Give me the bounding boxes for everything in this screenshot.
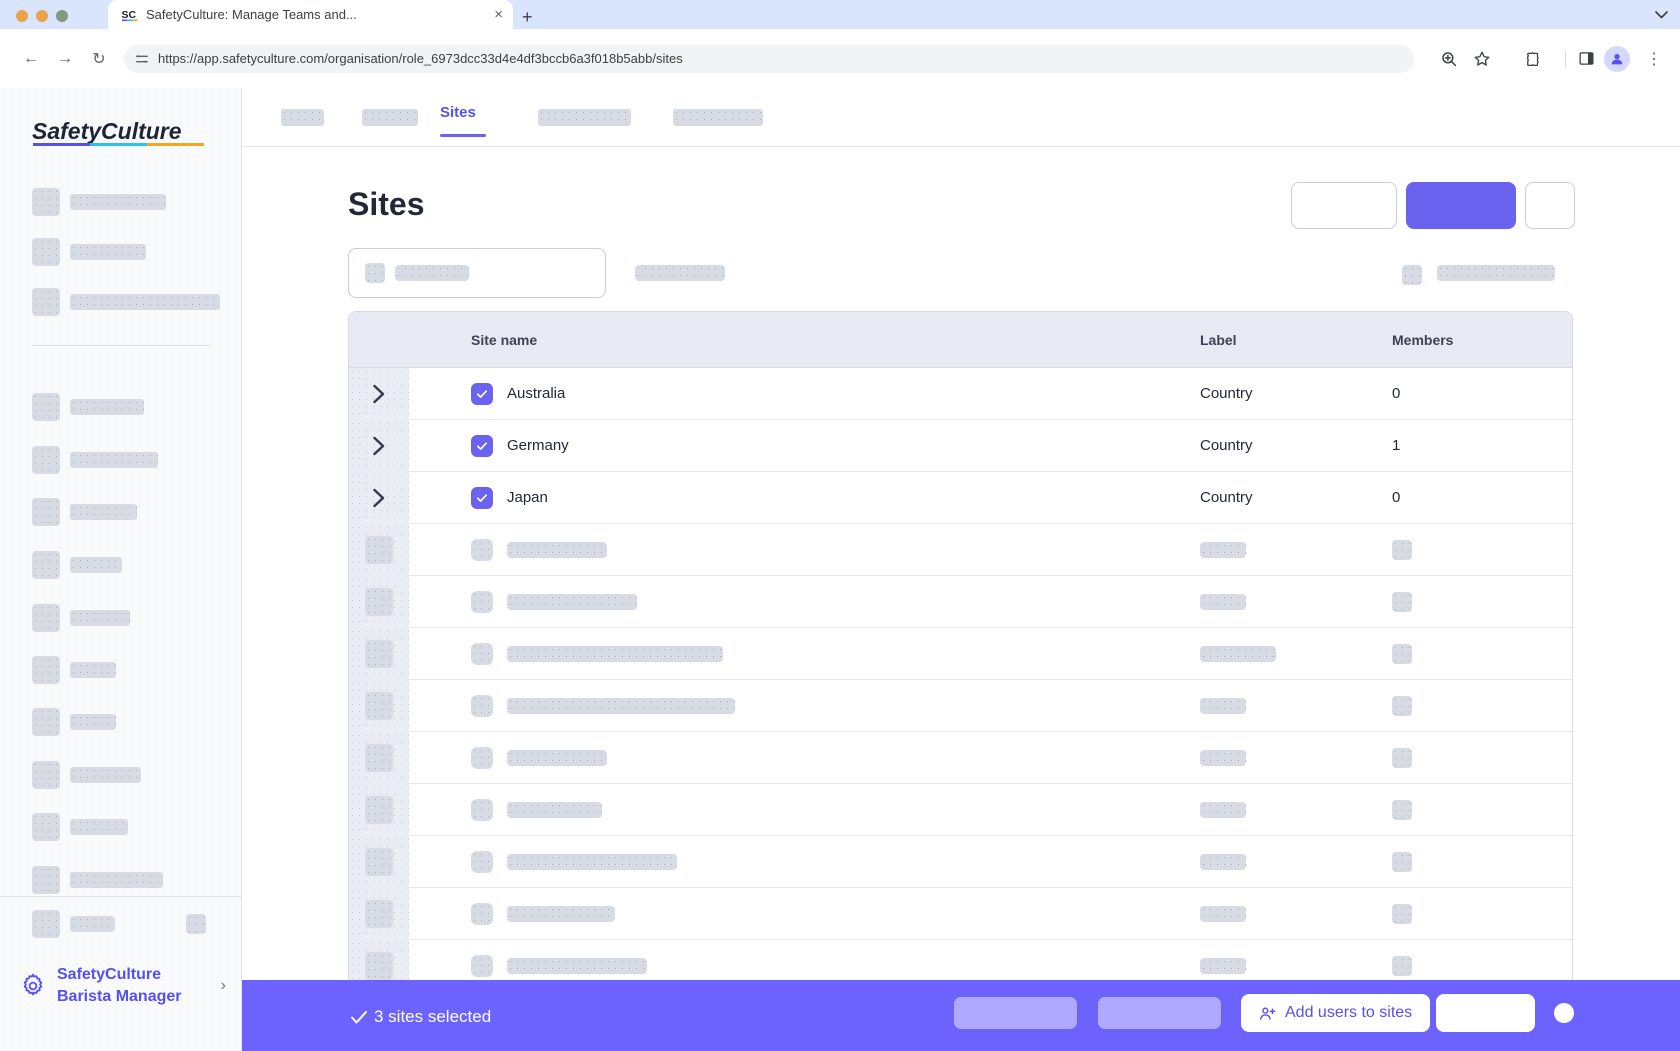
svg-text:SafetyCulture: SafetyCulture xyxy=(32,118,182,144)
svg-text:SC: SC xyxy=(122,9,137,21)
